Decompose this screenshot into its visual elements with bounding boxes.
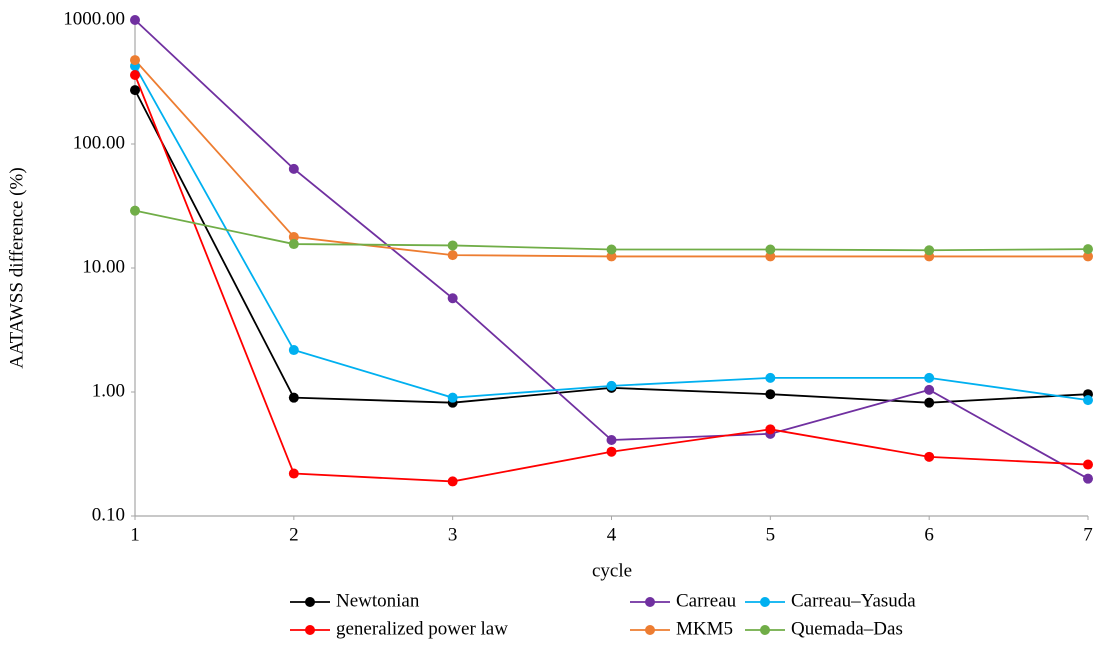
data-point [924,384,935,395]
data-point [447,392,458,403]
data-point [606,380,617,391]
y-tick-label: 100.00 [73,132,125,153]
data-point [765,389,776,400]
data-point [924,372,935,383]
x-tick-label: 4 [607,524,617,545]
series-line [134,59,1088,258]
data-point [130,55,140,66]
x-tick-label: 1 [130,524,140,545]
legend-label: Quemada–Das [791,618,903,639]
x-axis-title: cycle [592,560,632,581]
data-point [924,245,935,256]
data-point [1083,251,1093,262]
x-tick-label: 5 [766,524,776,545]
data-point [130,205,140,216]
legend-marker [305,597,315,607]
data-point [924,397,935,408]
legend-label: MKM5 [676,618,733,639]
series-line [134,74,1089,483]
legend-marker [645,625,655,635]
legend-label: generalized power law [336,618,508,639]
data-point [924,451,935,462]
legend-label: Newtonian [336,590,420,611]
x-tick-label: 2 [289,524,299,545]
legend-marker [760,625,770,635]
data-point [765,244,776,255]
data-point [1083,395,1093,406]
data-point [447,250,458,261]
legend-label: Carreau–Yasuda [791,590,916,611]
y-tick-label: 0.10 [92,504,125,525]
data-point [447,476,458,487]
legend-marker [760,597,770,607]
data-point [1083,473,1093,484]
data-point [288,345,299,356]
legend-label: Carreau [676,590,737,611]
data-point [765,424,776,435]
data-point [765,372,776,383]
y-tick-label: 1000.00 [63,8,125,29]
data-point [1083,244,1093,255]
data-point [606,435,617,446]
data-point [288,468,299,479]
y-tick-label: 1.00 [92,380,125,401]
data-point [606,244,617,255]
data-point [765,251,776,262]
series-line [134,209,1089,252]
legend-marker [645,597,655,607]
data-point [130,85,140,96]
data-point [288,239,299,250]
data-point [288,163,299,174]
y-axis-title: AATAWSS difference (%) [6,167,27,368]
x-tick-label: 6 [924,524,934,545]
data-point [447,293,458,304]
data-point [288,231,299,242]
data-point [1083,459,1093,470]
data-point [288,392,299,403]
data-point [130,70,140,81]
data-point [130,15,140,25]
y-tick-label: 10.00 [82,256,125,277]
x-tick-label: 3 [448,524,458,545]
data-point [447,240,458,251]
series-line [134,65,1089,402]
legend-marker [305,625,315,635]
data-point [606,251,617,262]
x-tick-label: 7 [1083,524,1093,545]
data-point [606,446,617,457]
